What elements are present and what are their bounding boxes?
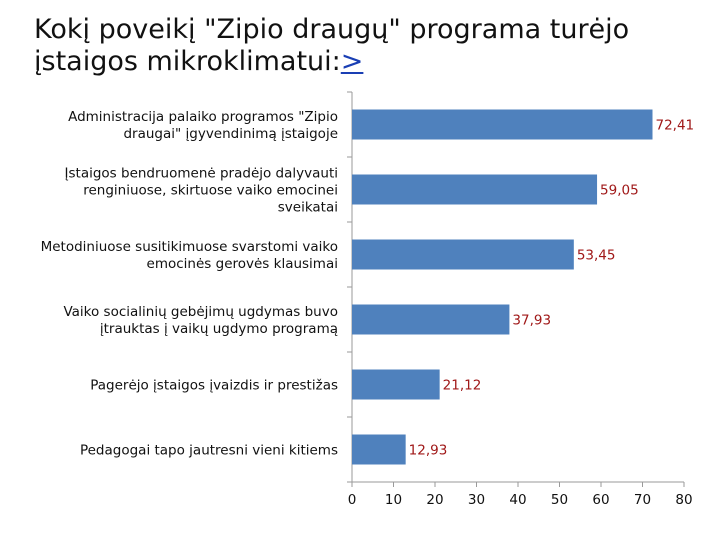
bar-value-label: 72,41	[656, 118, 695, 134]
category-label: Pagerėjo įstaigos įvaizdis ir prestižas	[90, 378, 338, 394]
category-label: Įstaigos bendruomenė pradėjo dalyvauti re…	[65, 166, 338, 216]
category-label-line: Įstaigos bendruomenė pradėjo dalyvauti	[65, 166, 338, 182]
x-tick-label: 50	[551, 492, 568, 508]
category-label-line: Pagerėjo įstaigos įvaizdis ir prestižas	[90, 378, 338, 394]
x-tick-label: 60	[592, 492, 609, 508]
bar	[352, 369, 440, 400]
category-label: Administracija palaiko programos "Zipio d…	[68, 109, 338, 142]
category-label-line: Vaiko socialinių gebėjimų ugdymas buvo	[63, 304, 338, 320]
category-label-line: įtrauktas į vaikų ugdymo programą	[100, 321, 338, 337]
category-label-line: Administracija palaiko programos "Zipio	[68, 109, 338, 125]
bar	[352, 434, 406, 465]
bar	[352, 239, 574, 270]
category-label: Metodiniuose susitikimuose svarstomi vai…	[41, 239, 338, 272]
category-label-line: renginiuose, skirtuose vaiko emocinei	[83, 183, 338, 199]
category-label: Pedagogai tapo jautresni vieni kitiems	[80, 443, 338, 459]
x-tick-label: 0	[348, 492, 357, 508]
x-tick-label: 20	[426, 492, 443, 508]
bar-value-label: 37,93	[512, 313, 551, 329]
category-label: Vaiko socialinių gebėjimų ugdymas buvo įt…	[63, 304, 338, 337]
slide-title: Kokį poveikį "Zipio draugų" programa tur…	[34, 14, 694, 78]
bar	[352, 174, 598, 205]
category-label-line: emocinės gerovės klausimai	[147, 256, 338, 272]
category-label-line: draugai" įgyvendinimą įstaigoje	[123, 126, 338, 142]
title-text: Kokį poveikį "Zipio draugų" programa tur…	[34, 14, 630, 77]
x-tick-label: 70	[634, 492, 651, 508]
x-tick-label: 80	[675, 492, 692, 508]
category-label-line: Pedagogai tapo jautresni vieni kitiems	[80, 443, 338, 459]
bar	[352, 304, 510, 335]
x-tick-label: 40	[509, 492, 526, 508]
category-label-line: Metodiniuose susitikimuose svarstomi vai…	[41, 239, 338, 255]
title-link[interactable]: >	[340, 46, 364, 77]
bar-value-label: 59,05	[600, 183, 639, 199]
x-tick-label: 30	[468, 492, 485, 508]
bar-value-label: 12,93	[409, 443, 448, 459]
x-tick-label: 10	[385, 492, 402, 508]
bar	[352, 109, 653, 140]
category-label-line: sveikatai	[278, 200, 338, 216]
bar-value-label: 21,12	[443, 378, 482, 394]
bar-value-label: 53,45	[577, 248, 616, 264]
